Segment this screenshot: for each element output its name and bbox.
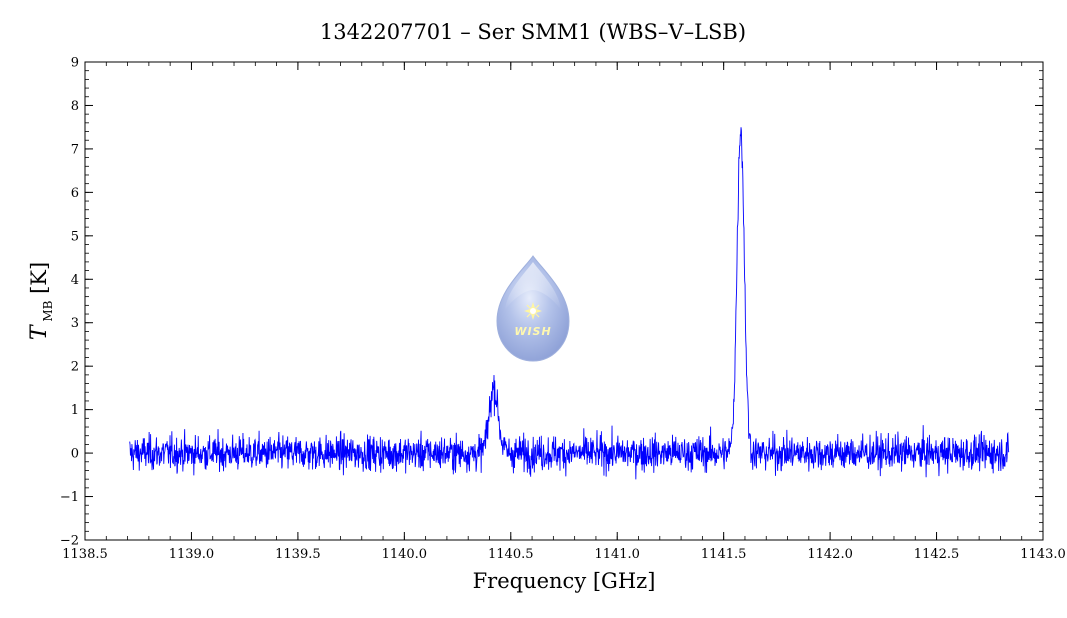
x-axis-label: Frequency [GHz]	[473, 569, 656, 593]
logo-text: WISH	[514, 325, 551, 338]
y-tick-label: 4	[71, 273, 79, 288]
y-tick-label: 5	[71, 229, 79, 244]
y-tick-label: 8	[71, 99, 79, 114]
y-tick-label: 0	[71, 447, 79, 462]
chart-title: 1342207701 – Ser SMM1 (WBS–V–LSB)	[320, 20, 746, 44]
x-tick-label: 1143.0	[1020, 547, 1066, 562]
star-icon	[524, 302, 542, 320]
y-tick-label: −2	[60, 534, 79, 549]
x-tick-label: 1139.5	[275, 547, 321, 562]
plot-area: 1138.5 1139.0 1139.5 1140.0 1140.5 1141.0 1141…	[27, 56, 1066, 594]
x-tick-label: 1142.5	[914, 547, 960, 562]
y-tick-label: −1	[60, 490, 79, 505]
x-tick-label: 1141.0	[594, 547, 640, 562]
y-axis-label: T MB [K]	[27, 262, 55, 340]
x-tick-label: 1142.0	[807, 547, 853, 562]
y-tick-label: 6	[71, 186, 79, 201]
x-tick-label: 1139.0	[169, 547, 215, 562]
x-tick-label: 1141.5	[701, 547, 747, 562]
x-tick-label: 1138.5	[62, 547, 108, 562]
spectrum-series-line	[129, 127, 1010, 480]
y-tick-label: 2	[71, 360, 79, 375]
plot-frame	[84, 61, 1044, 541]
y-tick-label: 7	[71, 142, 79, 157]
y-tick-label: 1	[71, 403, 79, 418]
y-tick-label: 3	[71, 316, 79, 331]
x-tick-label: 1140.5	[488, 547, 534, 562]
wish-logo: WISH	[496, 255, 570, 362]
y-tick-label: 9	[71, 56, 79, 71]
x-tick-label: 1140.0	[382, 547, 428, 562]
